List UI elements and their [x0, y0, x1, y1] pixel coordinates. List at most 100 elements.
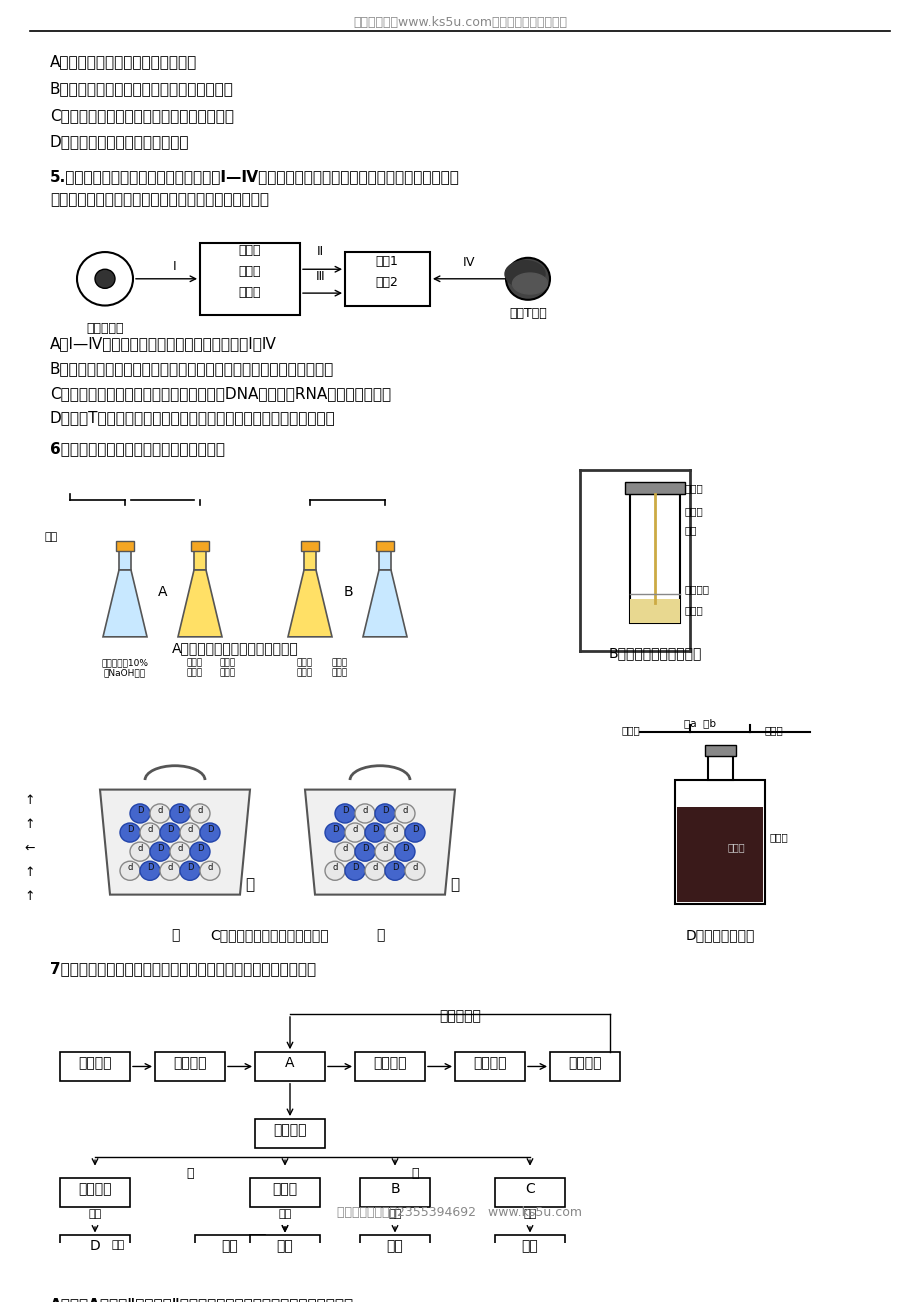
Circle shape	[180, 823, 199, 842]
Circle shape	[345, 823, 365, 842]
Text: 气泵: 气泵	[45, 531, 58, 542]
Text: B．转换划线角度后需灼烧接种环再进行划线: B．转换划线角度后需灼烧接种环再进行划线	[50, 81, 233, 96]
Bar	[60, 1178, 130, 1207]
Circle shape	[345, 861, 365, 880]
Text: d: d	[352, 825, 357, 833]
Circle shape	[150, 842, 170, 861]
Text: 存在: 存在	[88, 1208, 101, 1219]
Text: 质量分数为10%: 质量分数为10%	[101, 659, 148, 668]
Text: A: A	[158, 585, 167, 599]
Text: ←: ←	[25, 842, 35, 855]
Text: 成体干细胞: 成体干细胞	[86, 322, 124, 335]
Text: B: B	[343, 585, 352, 599]
Ellipse shape	[512, 273, 547, 294]
Text: d: d	[342, 844, 347, 853]
Text: 试管: 试管	[685, 525, 697, 535]
Bar	[195, 1236, 265, 1264]
Text: D: D	[341, 806, 348, 815]
Bar	[355, 1052, 425, 1081]
Text: 得出结论: 得出结论	[568, 1056, 601, 1070]
Bar	[60, 1052, 130, 1081]
Bar	[494, 1236, 564, 1264]
Polygon shape	[103, 570, 147, 637]
Text: 提出问题: 提出问题	[173, 1056, 207, 1070]
Circle shape	[95, 270, 115, 288]
Text: C．性状分离比的模拟验证实验: C．性状分离比的模拟验证实验	[210, 928, 329, 943]
Bar	[345, 253, 429, 306]
Bar	[376, 542, 393, 551]
Text: d: d	[372, 863, 378, 872]
Text: 甲: 甲	[244, 878, 254, 893]
Bar	[379, 546, 391, 570]
Text: D: D	[207, 825, 213, 833]
Text: 肝细胞: 肝细胞	[239, 266, 261, 279]
Text: 通气管: 通气管	[620, 725, 640, 736]
Circle shape	[505, 258, 550, 299]
Text: 层析液: 层析液	[685, 605, 703, 615]
Circle shape	[384, 861, 404, 880]
Circle shape	[404, 861, 425, 880]
Text: 乙: 乙	[375, 928, 384, 943]
Text: 酵母菌: 酵母菌	[187, 659, 203, 668]
Bar	[194, 546, 206, 570]
Bar	[250, 1236, 320, 1264]
Text: 甲: 甲	[171, 928, 179, 943]
Text: 观察现象: 观察现象	[78, 1056, 111, 1070]
Polygon shape	[288, 570, 332, 637]
Text: C．接种后的培养皿须放在光照培养箱中培养: C．接种后的培养皿须放在光照培养箱中培养	[50, 108, 233, 122]
Text: 阀a  阀b: 阀a 阀b	[683, 717, 715, 728]
Text: Ⅱ: Ⅱ	[316, 245, 323, 258]
Text: 课题要素: 课题要素	[273, 1122, 306, 1137]
Circle shape	[335, 842, 355, 861]
Text: 检测: 检测	[386, 1240, 403, 1254]
Text: A．Ⅰ—Ⅳ过程中，遗传物质没有发生改变的是Ⅰ、Ⅳ: A．Ⅰ—Ⅳ过程中，遗传物质没有发生改变的是Ⅰ、Ⅳ	[50, 336, 277, 352]
Text: D: D	[361, 844, 368, 853]
Text: D: D	[147, 863, 153, 872]
Text: ↑: ↑	[25, 818, 35, 831]
Text: 高考资源网（www.ks5u.com），您身边的高考专家: 高考资源网（www.ks5u.com），您身边的高考专家	[353, 16, 566, 29]
Polygon shape	[100, 789, 250, 894]
Ellipse shape	[505, 260, 544, 288]
Circle shape	[180, 861, 199, 880]
Circle shape	[130, 803, 150, 823]
Text: 滤液细线: 滤液细线	[685, 585, 709, 594]
Circle shape	[199, 861, 220, 880]
Bar	[704, 745, 735, 756]
Circle shape	[365, 861, 384, 880]
Text: ↑: ↑	[25, 866, 35, 879]
Text: B．成体干细胞能够分化成浆细胞、肝细胞等，体现了细胞核的全能性: B．成体干细胞能够分化成浆细胞、肝细胞等，体现了细胞核的全能性	[50, 361, 334, 376]
Text: 如何: 如何	[111, 1240, 124, 1250]
Bar	[303, 546, 315, 570]
Text: 葡萄汁: 葡萄汁	[769, 832, 788, 842]
Text: d: d	[332, 863, 337, 872]
Text: 如何: 如何	[388, 1208, 402, 1219]
Circle shape	[140, 823, 160, 842]
Text: d: d	[187, 825, 192, 833]
Polygon shape	[177, 570, 221, 637]
Bar	[455, 1052, 525, 1081]
Text: 效应T细胞: 效应T细胞	[508, 307, 546, 320]
Circle shape	[190, 842, 210, 861]
Text: 细胞1: 细胞1	[375, 255, 398, 268]
Bar	[255, 1052, 324, 1081]
Circle shape	[394, 803, 414, 823]
Text: Ⅰ: Ⅰ	[173, 260, 176, 273]
Text: D: D	[166, 825, 173, 833]
Text: 控制: 控制	[277, 1240, 293, 1254]
Bar	[359, 1178, 429, 1207]
Circle shape	[160, 861, 180, 880]
Text: d: d	[391, 825, 397, 833]
Text: C: C	[525, 1182, 534, 1197]
Text: 溶有的: 溶有的	[332, 659, 347, 668]
Bar	[630, 493, 679, 622]
Circle shape	[119, 861, 140, 880]
Text: 滤纸条: 滤纸条	[685, 505, 703, 516]
Text: 投稿兼职请联系：2355394692   www.ks5u.com: 投稿兼职请联系：2355394692 www.ks5u.com	[337, 1206, 582, 1219]
Text: 括: 括	[411, 1167, 418, 1180]
Circle shape	[375, 842, 394, 861]
Bar	[630, 599, 679, 622]
Bar	[116, 542, 134, 551]
Text: 实验材料: 实验材料	[78, 1182, 111, 1197]
Text: 减慢的特征，细胞２可以无限增殖。下列叙述正确的是: 减慢的特征，细胞２可以无限增殖。下列叙述正确的是	[50, 191, 268, 207]
Circle shape	[404, 823, 425, 842]
